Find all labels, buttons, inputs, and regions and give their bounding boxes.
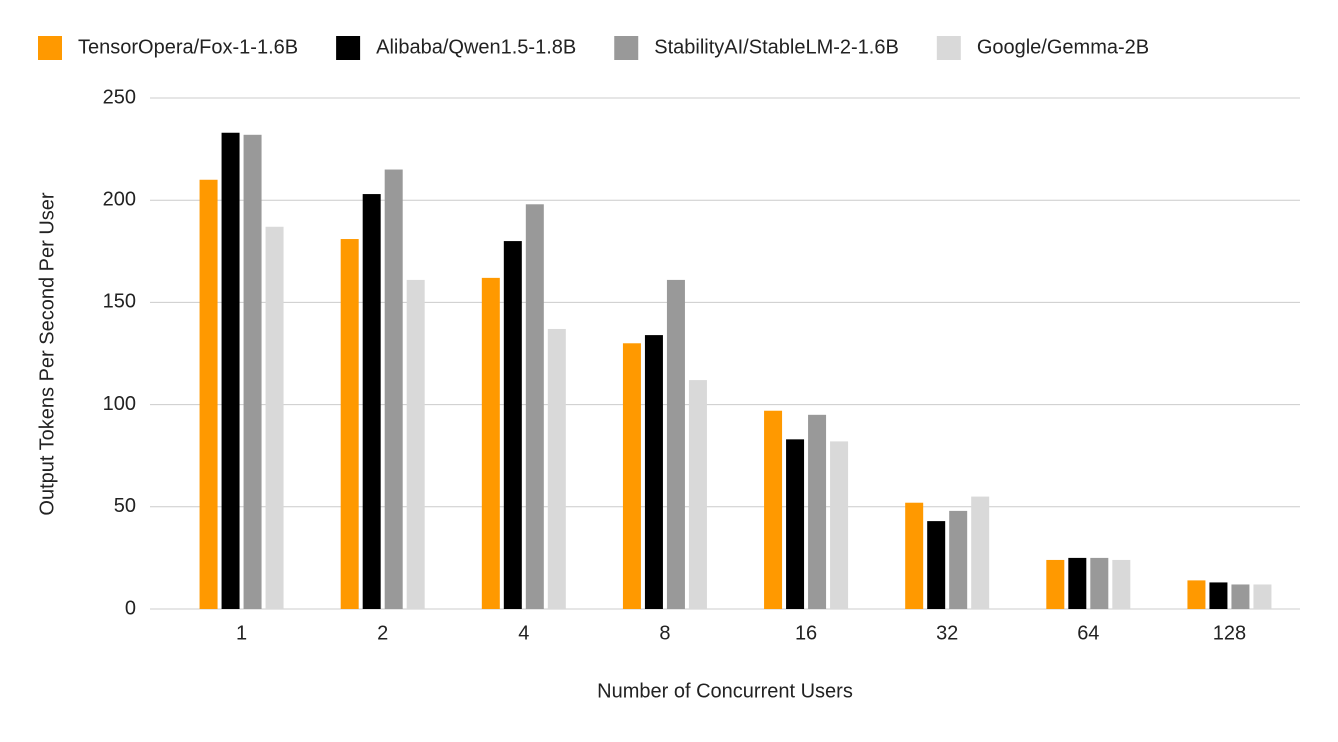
bar xyxy=(243,134,262,610)
bar xyxy=(830,441,849,609)
x-tick-label: 4 xyxy=(518,622,529,644)
legend-label: Alibaba/Qwen1.5-1.8B xyxy=(376,36,576,58)
bar xyxy=(340,239,359,609)
bar xyxy=(1253,584,1272,609)
bar xyxy=(199,179,218,609)
legend-swatch xyxy=(936,36,961,60)
legend-label: TensorOpera/Fox-1-1.6B xyxy=(78,36,298,58)
y-tick-label: 150 xyxy=(103,291,136,313)
bar xyxy=(265,226,284,609)
bar xyxy=(949,510,968,609)
bar xyxy=(406,279,425,609)
y-axis-label: Output Tokens Per Second Per User xyxy=(36,192,58,515)
x-tick-label: 64 xyxy=(1077,622,1099,644)
y-tick-label: 100 xyxy=(103,393,136,415)
legend-label: Google/Gemma-2B xyxy=(977,36,1149,58)
bar xyxy=(1090,557,1109,609)
bar xyxy=(384,169,403,610)
bar xyxy=(503,241,522,609)
bar xyxy=(927,521,946,609)
legend-swatch xyxy=(336,36,361,60)
bar xyxy=(688,380,707,609)
bar xyxy=(1209,582,1228,609)
bar xyxy=(221,132,240,610)
bar xyxy=(1068,557,1087,609)
x-tick-label: 32 xyxy=(936,622,958,644)
bar xyxy=(644,335,663,609)
y-tick-label: 200 xyxy=(103,188,136,210)
bar xyxy=(1112,559,1131,609)
bar xyxy=(1231,584,1250,609)
bar xyxy=(666,279,685,609)
x-tick-label: 16 xyxy=(795,622,817,644)
legend-label: StabilityAI/StableLM-2-1.6B xyxy=(654,36,899,58)
x-axis-label: Number of Concurrent Users xyxy=(597,680,853,702)
bar xyxy=(1187,580,1206,609)
x-tick-label: 2 xyxy=(377,622,388,644)
bar xyxy=(808,414,827,609)
y-tick-label: 50 xyxy=(114,495,136,517)
legend-swatch xyxy=(38,36,62,60)
bar xyxy=(1046,559,1065,609)
bar xyxy=(362,194,381,609)
bar xyxy=(786,439,805,609)
legend-swatch xyxy=(614,36,639,60)
x-tick-label: 128 xyxy=(1213,622,1246,644)
x-tick-label: 1 xyxy=(236,622,247,644)
x-tick-label: 8 xyxy=(659,622,670,644)
bar xyxy=(622,343,641,609)
bar xyxy=(905,502,924,609)
y-tick-label: 250 xyxy=(103,86,136,108)
y-tick-label: 0 xyxy=(125,597,136,619)
bar xyxy=(764,410,783,609)
bar xyxy=(547,328,566,609)
bar xyxy=(971,496,990,609)
bar xyxy=(481,277,500,609)
bar xyxy=(525,204,544,609)
